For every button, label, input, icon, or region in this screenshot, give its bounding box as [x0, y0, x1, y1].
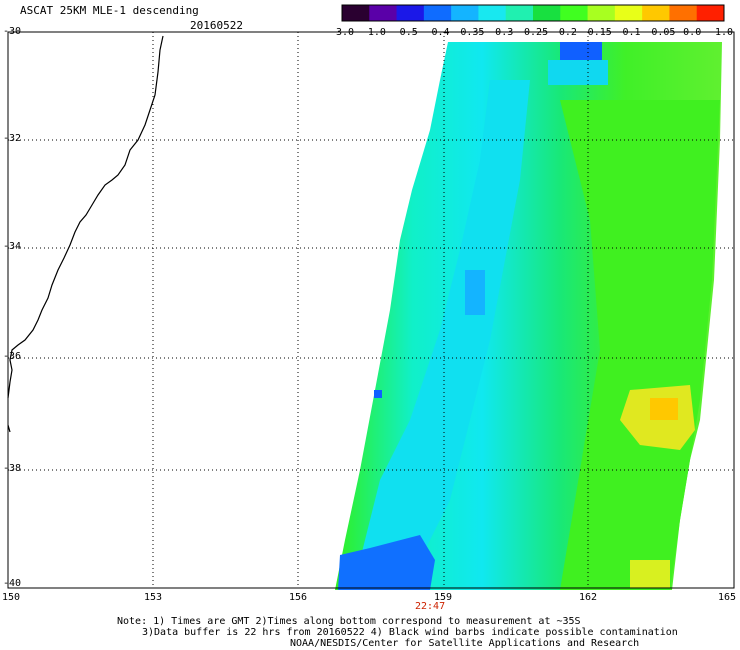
lat-label: -34: [3, 241, 22, 252]
lon-label: 162: [579, 592, 598, 603]
colorbar-segment: [342, 5, 370, 21]
swath-green-east: [560, 100, 720, 590]
colorbar-label: -0.5: [393, 27, 418, 38]
colorbar-segment: [642, 5, 670, 21]
coastline: [7, 35, 164, 433]
colorbar-label: -0.15: [581, 27, 612, 38]
time-label: 22:47: [415, 601, 446, 612]
colorbar-frame: [341, 4, 725, 22]
swath-patch-blue-dot: [374, 390, 382, 398]
colorbar-label: -1.0: [361, 27, 386, 38]
lat-label: -38: [3, 463, 22, 474]
colorbar-segment: [451, 5, 479, 21]
swath-patch-blue-mid: [465, 270, 485, 315]
colorbar-segment: [587, 5, 616, 21]
colorbar-label: -0.25: [518, 27, 549, 38]
colorbar-label: 0.0: [683, 27, 702, 38]
map-date: 20160522: [190, 19, 243, 32]
swath-patch-blue-top: [560, 42, 602, 62]
lat-label: -32: [3, 133, 22, 144]
lat-label: -30: [3, 26, 22, 37]
lat-label: -36: [3, 351, 22, 362]
colorbar: [341, 4, 725, 22]
colorbar-segment: [696, 5, 725, 21]
colorbar-label: -0.05: [645, 27, 676, 38]
colorbar-label: -0.2: [552, 27, 577, 38]
colorbar-segment: [396, 5, 425, 21]
colorbar-segment: [669, 5, 698, 21]
lon-label: 150: [2, 592, 21, 603]
note-line-3: NOAA/NESDIS/Center for Satellite Applica…: [290, 638, 640, 649]
map-title: ASCAT 25KM MLE-1 descending: [20, 4, 199, 17]
colorbar-segment: [478, 5, 507, 21]
colorbar-label: -0.1: [616, 27, 641, 38]
swath-patch-orange: [650, 398, 678, 420]
lon-label: 159: [434, 592, 453, 603]
plot-frame: [7, 31, 735, 589]
swath-patch-blue-bottom: [338, 535, 435, 590]
colorbar-segment: [369, 5, 398, 21]
colorbar-label: -0.3: [489, 27, 514, 38]
colorbar-label: -0.4: [425, 27, 450, 38]
lon-label: 165: [718, 592, 737, 603]
swath-core: [360, 80, 530, 560]
colorbar-segment: [533, 5, 561, 21]
grid: [8, 32, 735, 588]
lat-label: -40: [3, 578, 22, 589]
swath-patch-yellow-south: [630, 560, 670, 588]
colorbar-segment: [560, 5, 589, 21]
lon-label: 153: [144, 592, 163, 603]
note-line-2: 3)Data buffer is 22 hrs from 20160522 4)…: [142, 627, 678, 638]
colorbar-label: 1.0: [715, 27, 734, 38]
colorbar-label: -0.35: [454, 27, 485, 38]
colorbar-segment: [505, 5, 534, 21]
colorbar-segment: [614, 5, 643, 21]
colorbar-segment: [423, 5, 452, 21]
swath-patch-cyan-top: [548, 60, 608, 85]
swath-data: [335, 42, 722, 590]
note-line-1: Note: 1) Times are GMT 2)Times along bot…: [117, 616, 581, 627]
lon-label: 156: [289, 592, 308, 603]
colorbar-label: -3.0: [330, 27, 355, 38]
